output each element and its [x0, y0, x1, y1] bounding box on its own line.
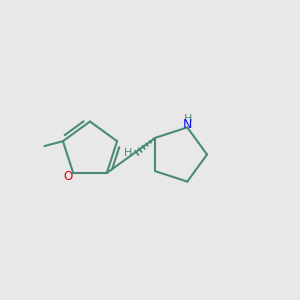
- Text: N: N: [183, 118, 192, 131]
- Text: O: O: [64, 170, 73, 184]
- Text: H: H: [124, 148, 133, 158]
- Text: H: H: [184, 114, 192, 124]
